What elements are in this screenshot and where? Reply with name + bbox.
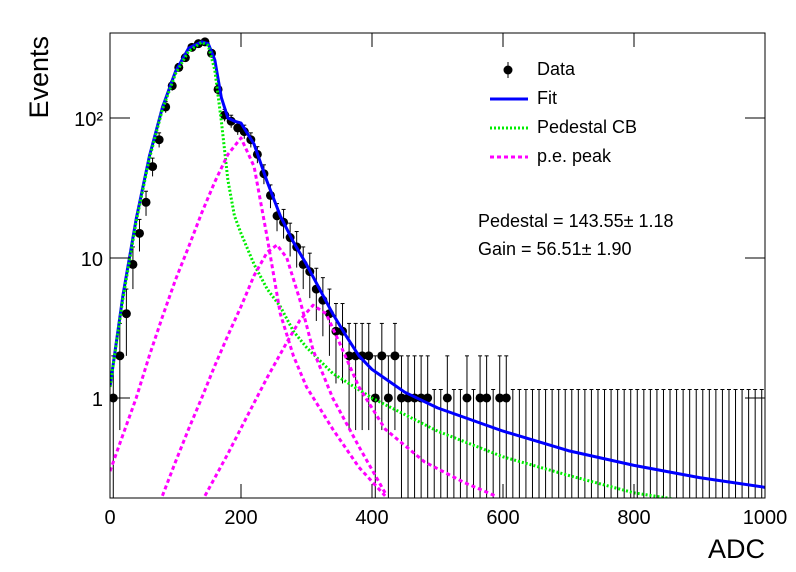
x-tick-label: 600 xyxy=(486,507,519,529)
data-point xyxy=(475,393,485,403)
data-point xyxy=(154,135,164,145)
y-tick-label: 1 xyxy=(92,389,103,411)
legend-label: Pedestal CB xyxy=(537,117,637,137)
legend-marker xyxy=(503,65,513,75)
x-tick-label: 400 xyxy=(355,507,388,529)
data-point xyxy=(344,351,354,361)
data-point xyxy=(141,197,151,207)
data-point xyxy=(233,123,243,133)
y-tick-label: 10² xyxy=(74,109,103,131)
data-point xyxy=(148,162,158,172)
data-point xyxy=(121,309,131,319)
y-axis-label: Events xyxy=(24,36,54,119)
data-point xyxy=(495,393,505,403)
frame xyxy=(109,32,766,499)
legend-label: p.e. peak xyxy=(537,146,612,166)
data-point xyxy=(390,351,400,361)
annotation: Gain = 56.51± 1.90 xyxy=(478,239,632,259)
annotation: Pedestal = 143.55± 1.18 xyxy=(478,211,674,231)
data-point xyxy=(115,351,125,361)
fit-curve xyxy=(110,40,765,489)
legend-label: Data xyxy=(537,59,576,79)
fit-curve xyxy=(110,40,674,498)
data-point xyxy=(370,393,380,403)
data-point xyxy=(364,351,374,361)
y-tick-label: 10 xyxy=(81,249,103,271)
data-point xyxy=(383,393,393,403)
x-tick-label: 800 xyxy=(617,507,650,529)
data-point xyxy=(442,393,452,403)
data-point xyxy=(482,393,492,403)
fit-curve xyxy=(110,136,387,497)
fit-curve xyxy=(203,303,496,498)
data-point xyxy=(501,393,511,403)
data-point xyxy=(134,228,144,238)
plot-area xyxy=(110,37,765,498)
data-point xyxy=(462,393,472,403)
fit-curve xyxy=(161,243,387,497)
legend-label: Fit xyxy=(537,88,557,108)
data-point xyxy=(377,351,387,361)
x-tick-label: 200 xyxy=(224,507,257,529)
data-point xyxy=(423,393,433,403)
x-tick-label: 1000 xyxy=(743,507,788,529)
x-axis-label: ADC xyxy=(708,534,765,564)
x-tick-label: 0 xyxy=(104,507,115,529)
data-point xyxy=(396,393,406,403)
data-point xyxy=(128,259,138,269)
